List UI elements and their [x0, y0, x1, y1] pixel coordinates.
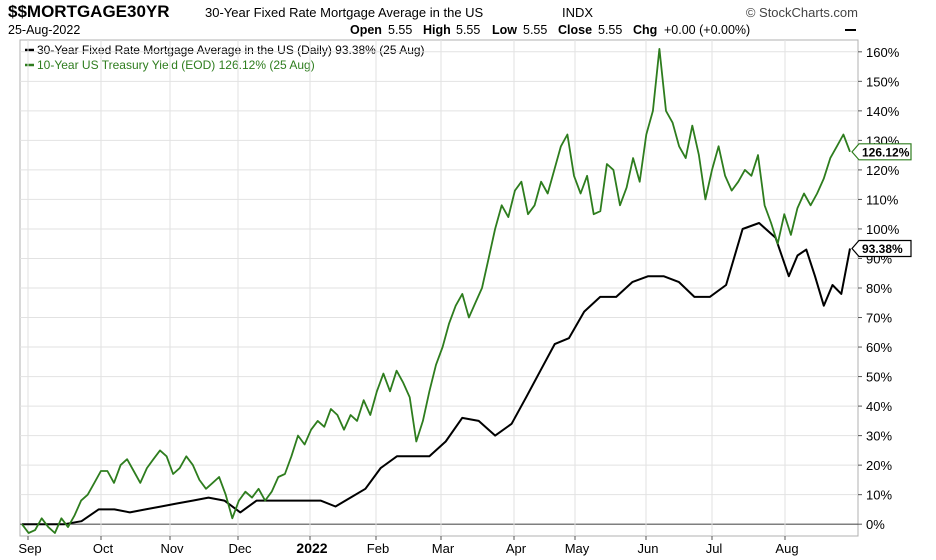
low-value: 5.55: [523, 23, 547, 37]
series-line-mortgage: [22, 222, 851, 526]
last-value-tag-mortgage: [851, 239, 912, 258]
y-tick-label: 70%: [866, 311, 892, 326]
last-value-tags: 93.38% 126.12%: [851, 143, 912, 258]
chart-title: 30-Year Fixed Rate Mortgage Average in t…: [205, 5, 484, 20]
y-tick-label: 60%: [866, 340, 892, 355]
y-tick-label: 100%: [866, 222, 900, 237]
open-value: 5.55: [388, 23, 412, 37]
x-tick-label: Jul: [706, 541, 723, 556]
y-tick-label: 20%: [866, 458, 892, 473]
x-tick-label: Jun: [638, 541, 659, 556]
high-label: High: [423, 23, 451, 37]
y-tick-label: 150%: [866, 74, 900, 89]
y-axis: 0%10%20%30%40%50%60%70%80%90%100%110%120…: [858, 45, 900, 532]
x-tick-label: Aug: [775, 541, 798, 556]
high-value: 5.55: [456, 23, 480, 37]
legend-entry-mortgage: 30-Year Fixed Rate Mortgage Average in t…: [37, 43, 425, 57]
x-tick-label: Nov: [160, 541, 184, 556]
exchange-label: INDX: [562, 5, 593, 20]
y-tick-label: 120%: [866, 163, 900, 178]
date-label: 25-Aug-2022: [8, 23, 80, 37]
low-label: Low: [492, 23, 517, 37]
x-tick-label: May: [565, 541, 590, 556]
y-tick-label: 110%: [866, 192, 899, 207]
x-tick-label: Oct: [93, 541, 114, 556]
x-tick-label: Sep: [18, 541, 41, 556]
last-value-label-mortgage: 93.38%: [862, 242, 903, 256]
last-value-label-treasury: 126.12%: [862, 145, 910, 159]
y-tick-label: 160%: [866, 45, 900, 60]
series-lines: [21, 48, 851, 534]
symbol-label: $$MORTGAGE30YR: [8, 2, 170, 21]
y-tick-label: 40%: [866, 399, 892, 414]
grid: [20, 40, 858, 536]
y-tick-label: 30%: [866, 429, 892, 444]
open-label: Open: [350, 23, 382, 37]
y-tick-label: 50%: [866, 370, 892, 385]
series-line-treasury: [21, 48, 851, 534]
legend-entry-treasury: 10-Year US Treasury Yield (EOD) 126.12% …: [37, 58, 315, 72]
x-tick-label: Feb: [367, 541, 389, 556]
close-value: 5.55: [598, 23, 622, 37]
chg-label: Chg: [633, 23, 657, 37]
close-label: Close: [558, 23, 592, 37]
x-tick-label: Dec: [228, 541, 252, 556]
x-tick-label: Mar: [432, 541, 455, 556]
last-value-tag-treasury: [851, 143, 912, 161]
y-tick-label: 0%: [866, 517, 885, 532]
source-label: © StockCharts.com: [746, 5, 858, 20]
x-tick-label: 2022: [296, 540, 327, 556]
y-tick-label: 80%: [866, 281, 892, 296]
legend: 30-Year Fixed Rate Mortgage Average in t…: [25, 43, 425, 72]
y-tick-label: 140%: [866, 104, 900, 119]
x-axis: Sep Oct Nov Dec 2022 Feb Mar Apr May Jun Jul Aug: [18, 536, 799, 556]
chg-value: +0.00 (+0.00%): [664, 23, 750, 37]
x-tick-label: Apr: [506, 541, 527, 556]
y-tick-label: 10%: [866, 488, 892, 503]
